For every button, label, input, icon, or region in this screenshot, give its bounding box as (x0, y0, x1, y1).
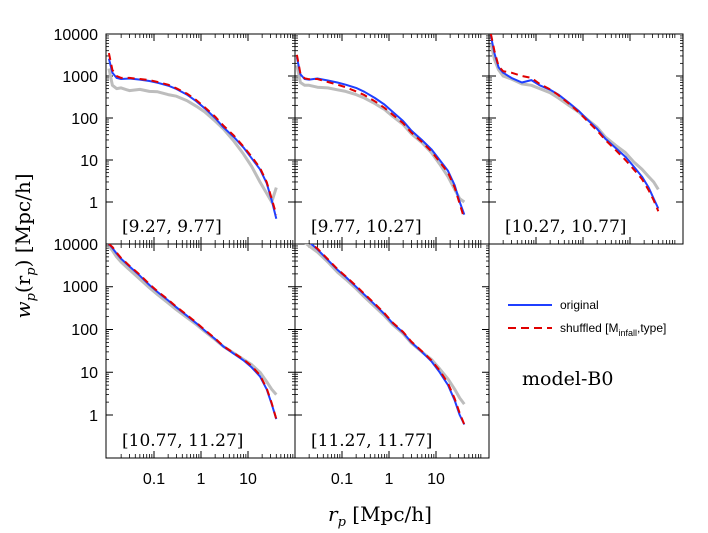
y-axis-label: wp(rp) [Mpc/h] (11, 173, 39, 318)
y-tick-label: 100 (71, 322, 98, 339)
axis-ticks (295, 33, 489, 244)
x-tick-label: 10 (427, 471, 445, 488)
y-tick-label: 10000 (54, 27, 99, 44)
axis-ticks (106, 33, 295, 244)
y-tick-label: 10 (80, 365, 98, 382)
panel (294, 243, 490, 459)
panel-label: [11.27, 11.77] (311, 431, 432, 451)
y-tick-label: 10 (80, 153, 98, 170)
series-reference-line (295, 65, 466, 204)
series-original-line (489, 35, 660, 209)
panel (105, 33, 296, 245)
series-original-line (107, 58, 278, 219)
x-tick-label: 0.1 (143, 471, 165, 488)
y-tick-labels: 10000 1000 100 10 1 10000 1000 100 10 1 (54, 27, 99, 425)
model-label: model-B0 (522, 368, 613, 390)
y-tick-label: 1 (89, 408, 98, 425)
y-tick-label: 1000 (62, 279, 98, 296)
panel-frame (294, 33, 490, 245)
panel (105, 243, 296, 459)
series-shuffled-line (295, 54, 466, 219)
series-shuffled-line (309, 244, 466, 425)
series-original-line (295, 56, 466, 215)
axis-ticks (489, 33, 683, 244)
series-original-line (309, 244, 466, 425)
series-shuffled-line (489, 34, 660, 212)
panel-label: [9.77, 10.27] (311, 217, 422, 237)
x-tick-label: 0.1 (331, 471, 353, 488)
panel-label: [9.27, 9.77] (122, 217, 222, 237)
legend-label-shuffled: shuffled [Minfall,type] (560, 321, 666, 338)
x-tick-label: 10 (239, 471, 257, 488)
legend-label-original: original (560, 298, 599, 312)
panel-frame (105, 33, 296, 245)
y-tick-label: 100 (71, 111, 98, 128)
axis-ticks (295, 243, 489, 458)
y-tick-label: 1 (89, 195, 98, 212)
panel (488, 33, 684, 245)
x-tick-labels: 0.1 1 10 0.1 1 10 (143, 471, 445, 488)
series-reference-line (304, 244, 466, 406)
y-tick-label: 10000 (54, 237, 99, 254)
panel-frame (294, 243, 490, 459)
panel-frame (488, 33, 684, 245)
panels-layer (105, 33, 684, 459)
panel-label: [10.77, 11.27] (122, 431, 243, 451)
series-shuffled-line (108, 244, 278, 420)
x-axis-label: rp [Mpc/h] (328, 502, 432, 530)
x-tick-label: 1 (197, 471, 206, 488)
panel (294, 33, 490, 245)
x-tick-label: 1 (385, 471, 394, 488)
y-tick-label: 1000 (62, 69, 98, 86)
panel-label: [10.27, 10.77] (505, 217, 626, 237)
legend: original shuffled [Minfall,type] (508, 298, 666, 338)
series-shuffled-line (107, 52, 278, 215)
series-reference-line (107, 68, 278, 204)
series-reference-line (107, 245, 278, 396)
